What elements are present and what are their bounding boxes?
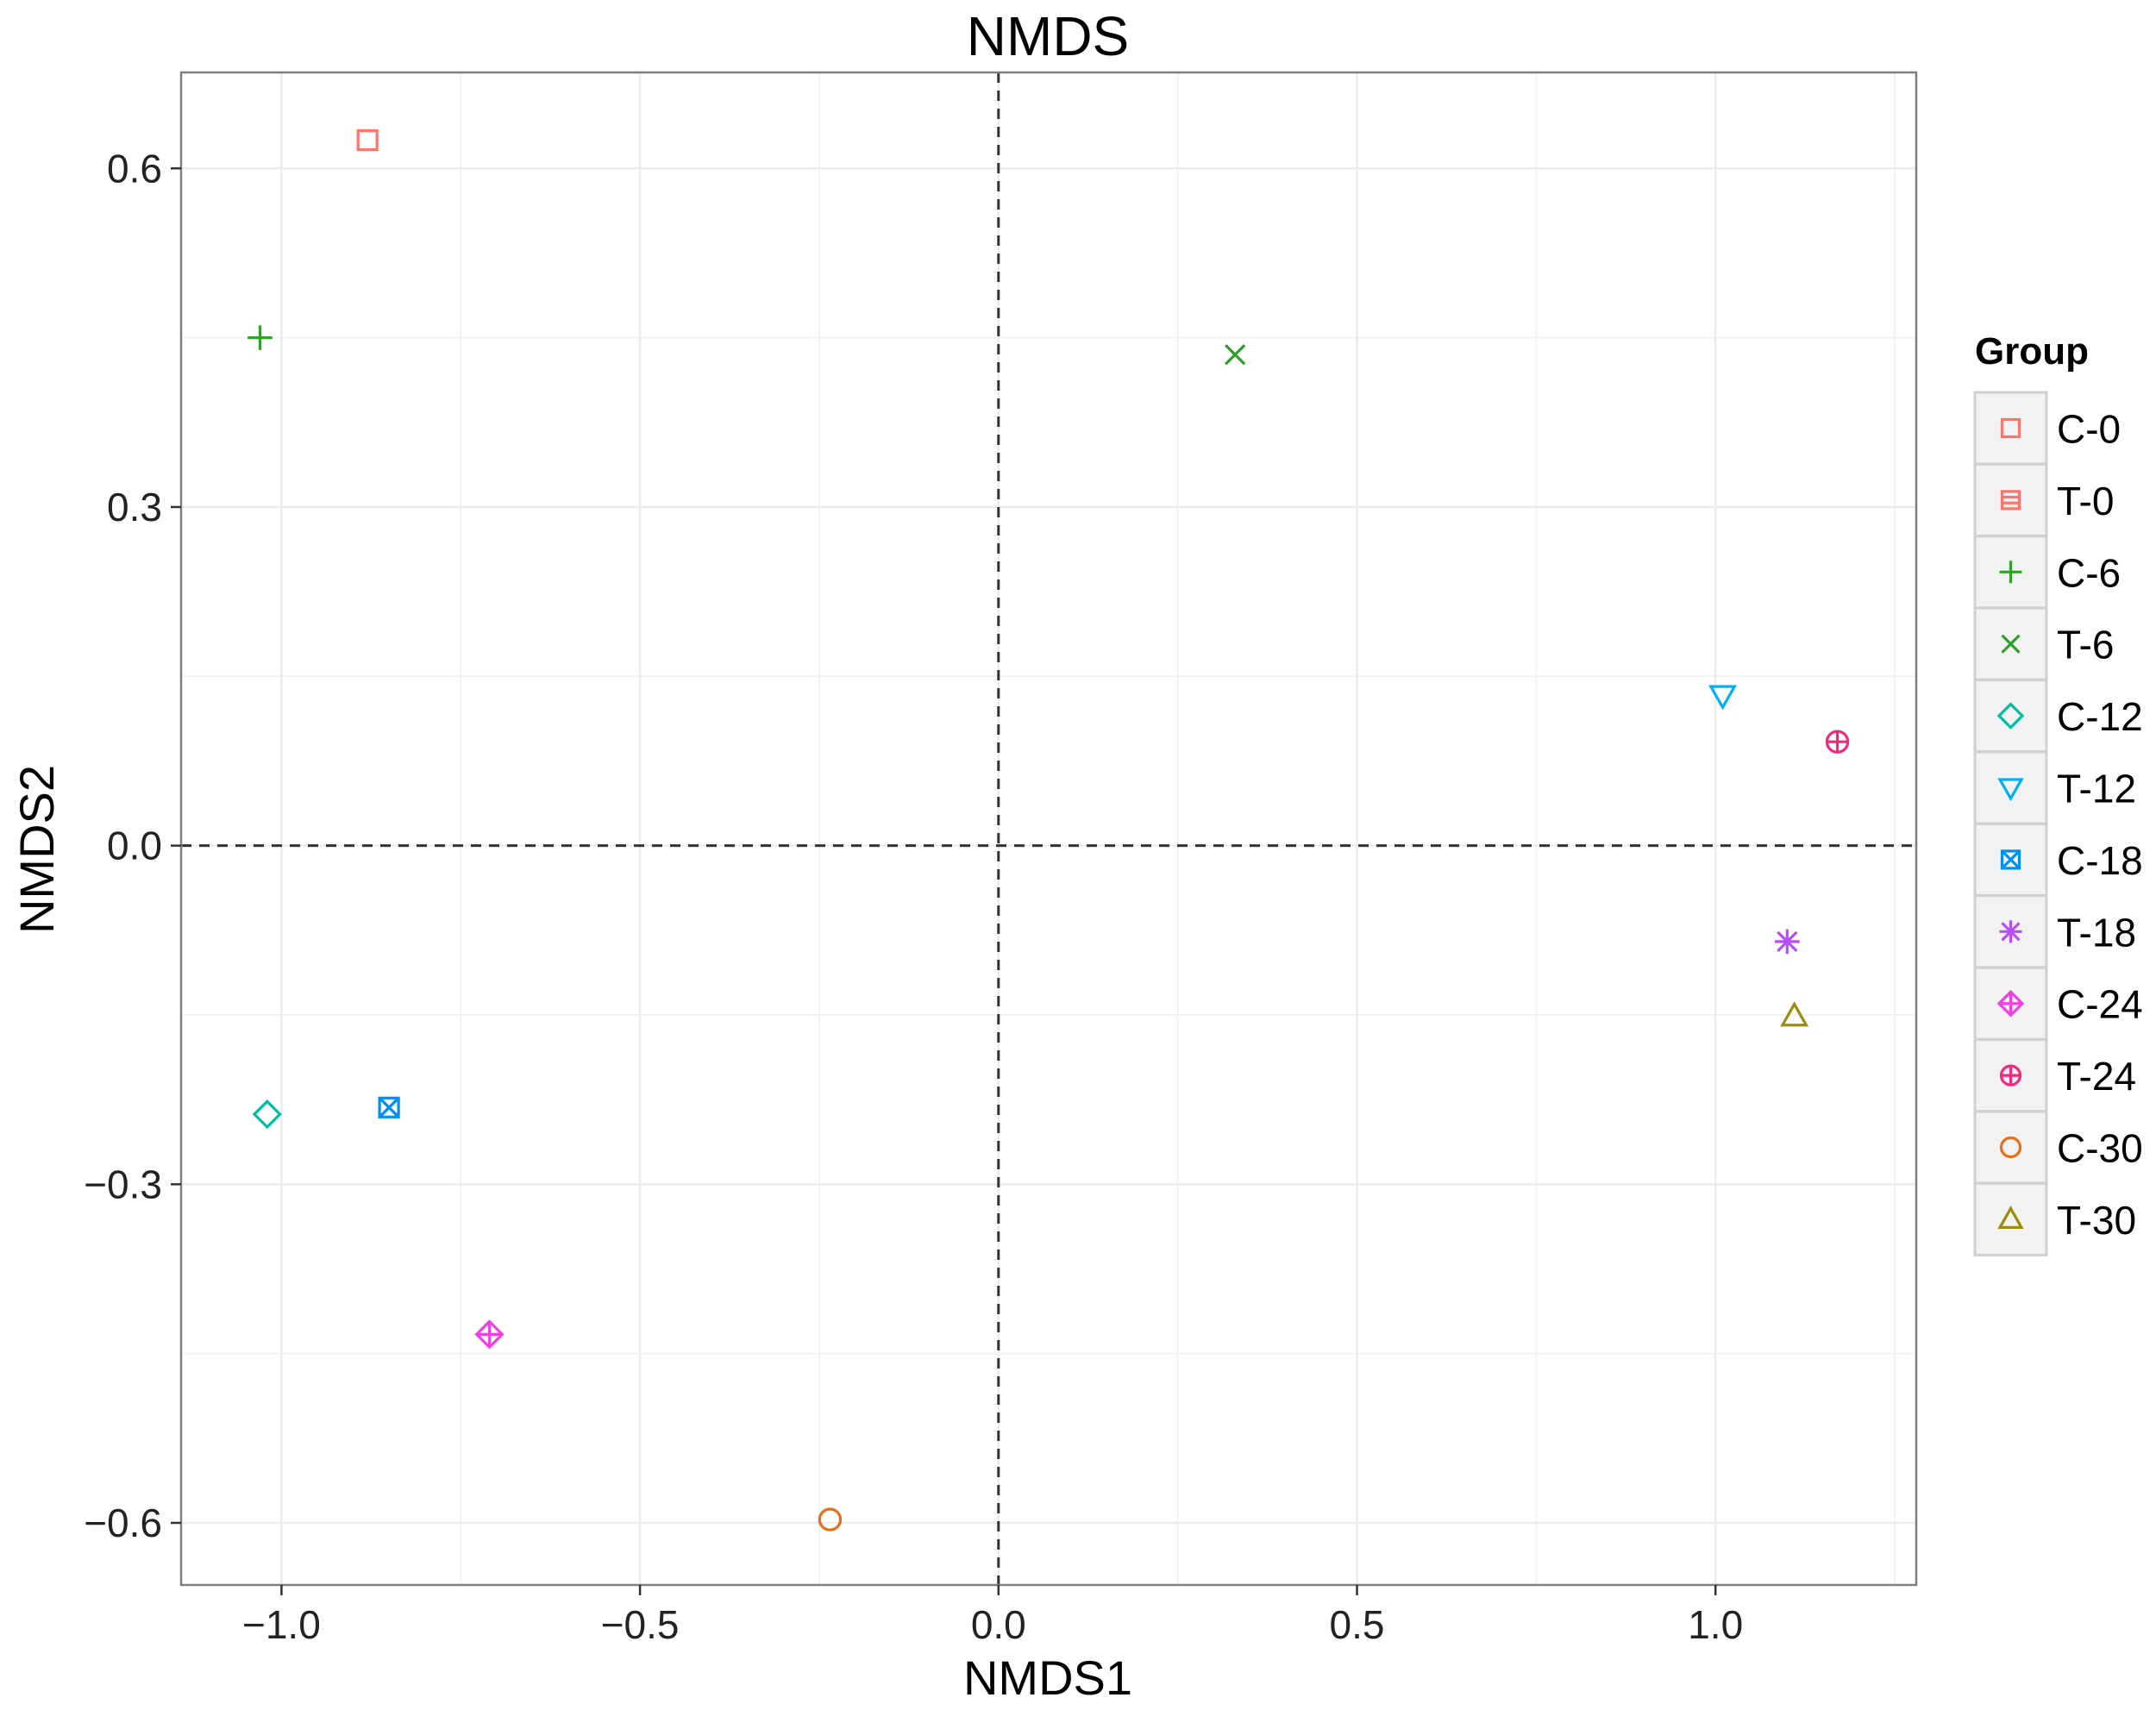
legend-marker-c-0 — [2000, 417, 2021, 439]
legend: Group C-0 T-0 C-6 T-6 C-12 T-12 C-18 T-18 C-24 T-… — [1973, 330, 2143, 1256]
legend-marker-c-12 — [1996, 702, 2025, 730]
x-tick-label: 0.5 — [1330, 1602, 1385, 1647]
legend-key-c-30 — [1973, 1110, 2048, 1185]
y-tick-label: 0.3 — [107, 485, 162, 529]
legend-marker-t-24 — [1999, 1064, 2022, 1087]
x-tick-label: −1.0 — [242, 1602, 321, 1647]
legend-key-c-12 — [1973, 679, 2048, 754]
point-c-24 — [474, 1319, 505, 1350]
point-c-30 — [818, 1507, 843, 1531]
x-tick-label: −0.5 — [601, 1602, 680, 1647]
y-tick-label: −0.6 — [84, 1500, 162, 1545]
point-c-0 — [356, 128, 379, 152]
y-tick-label: −0.3 — [84, 1162, 162, 1206]
point-t-30 — [1780, 1001, 1809, 1027]
legend-marker-c-6 — [1999, 561, 2022, 584]
legend-label-c-0: C-0 — [2057, 407, 2121, 452]
chart-title: NMDS — [967, 5, 1129, 67]
plot-panel — [181, 72, 1916, 1585]
point-c-12 — [252, 1099, 282, 1130]
legend-marker-c-30 — [1999, 1136, 2022, 1159]
legend-label-c-18: C-18 — [2057, 838, 2143, 883]
y-tick-label: 0.0 — [107, 824, 162, 868]
legend-label-t-6: T-6 — [2057, 623, 2114, 667]
legend-marker-t-18 — [1999, 920, 2022, 943]
point-t-18 — [1775, 929, 1800, 955]
x-tick-label: 0.0 — [971, 1602, 1026, 1647]
legend-key-t-0 — [1973, 462, 2048, 537]
legend-label-t-18: T-18 — [2057, 910, 2136, 955]
legend-label-t-12: T-12 — [2057, 767, 2136, 811]
legend-marker-c-24 — [1996, 989, 2025, 1018]
x-axis-label: NMDS1 — [963, 1650, 1132, 1705]
legend-label-t-30: T-30 — [2057, 1198, 2136, 1243]
panel-border — [179, 71, 1918, 1587]
legend-label-c-24: C-24 — [2057, 982, 2143, 1027]
legend-marker-t-6 — [2001, 634, 2021, 654]
point-t-12 — [1708, 685, 1738, 711]
legend-marker-c-18 — [2000, 849, 2021, 870]
y-tick-label: 0.6 — [107, 146, 162, 191]
legend-key-c-0 — [1973, 391, 2048, 466]
point-c-18 — [378, 1096, 400, 1118]
legend-marker-t-0 — [2000, 490, 2021, 510]
point-t-6 — [1225, 344, 1246, 366]
legend-label-c-6: C-6 — [2057, 550, 2121, 595]
point-t-24 — [1825, 730, 1850, 754]
legend-label-t-24: T-24 — [2057, 1054, 2136, 1099]
legend-title: Group — [1975, 330, 2089, 373]
legend-marker-t-30 — [1997, 1206, 2024, 1230]
legend-marker-t-12 — [1997, 778, 2024, 802]
legend-label-c-12: C-12 — [2057, 694, 2143, 739]
y-axis-label: NMDS2 — [9, 765, 64, 934]
x-tick-label: 1.0 — [1688, 1602, 1743, 1647]
legend-label-t-0: T-0 — [2057, 479, 2114, 523]
legend-key-t-12 — [1973, 750, 2048, 825]
legend-label-c-30: C-30 — [2057, 1126, 2143, 1171]
point-c-6 — [248, 325, 273, 350]
legend-key-t-30 — [1973, 1181, 2048, 1256]
